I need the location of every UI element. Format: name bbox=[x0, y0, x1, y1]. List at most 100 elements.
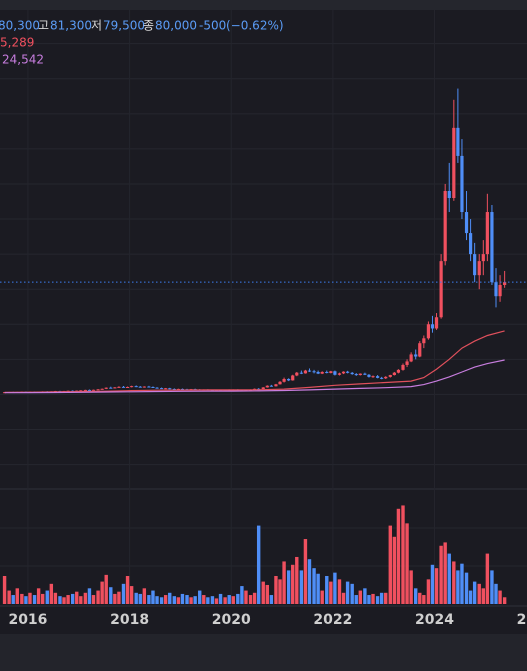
volume-bar bbox=[100, 581, 104, 604]
volume-bar bbox=[129, 586, 134, 604]
volume-bar bbox=[345, 581, 350, 604]
volume-bar bbox=[388, 525, 392, 604]
volume-bar bbox=[24, 596, 28, 604]
candle-body bbox=[104, 387, 108, 389]
candle-body bbox=[117, 386, 121, 388]
candle-body bbox=[172, 388, 176, 390]
volume-bar bbox=[430, 564, 435, 604]
volume-bar bbox=[274, 576, 278, 604]
volume-bar bbox=[206, 597, 210, 604]
candle-body bbox=[468, 233, 473, 255]
volume-bar bbox=[214, 598, 219, 604]
volume-bar bbox=[218, 593, 223, 604]
candle-body bbox=[396, 369, 401, 373]
candle-body bbox=[79, 390, 83, 392]
volume-bar bbox=[485, 553, 490, 604]
volume-bar bbox=[256, 525, 261, 604]
volume-bar bbox=[109, 587, 113, 604]
volume-bar bbox=[223, 597, 227, 604]
candle-body bbox=[83, 389, 87, 391]
bottom-bar bbox=[0, 634, 527, 671]
volume-bar bbox=[142, 588, 147, 604]
volume-bar bbox=[231, 596, 235, 604]
volume-bar bbox=[138, 593, 142, 604]
candle-body bbox=[464, 212, 469, 234]
volume-bar bbox=[40, 593, 45, 604]
volume-bar bbox=[447, 553, 451, 604]
volume-bar bbox=[189, 597, 193, 604]
volume-bar bbox=[379, 592, 384, 604]
volume-bar bbox=[392, 536, 397, 604]
volume-bar bbox=[384, 592, 388, 604]
candle-body bbox=[481, 254, 485, 262]
candle-body bbox=[287, 378, 291, 381]
candle-body bbox=[333, 371, 337, 375]
candle-body bbox=[354, 374, 358, 376]
candle-body bbox=[282, 378, 286, 382]
volume-bar bbox=[20, 593, 24, 604]
candle-body bbox=[350, 372, 354, 375]
candle-body bbox=[337, 373, 342, 375]
candle-body bbox=[295, 372, 299, 376]
candle-body bbox=[439, 261, 443, 318]
x-tick-label: 2018 bbox=[110, 612, 149, 628]
volume-bar bbox=[333, 572, 337, 604]
candle-body bbox=[460, 155, 464, 213]
candle-body bbox=[388, 375, 392, 377]
candle-body bbox=[405, 361, 409, 365]
legend-high: 81,300 bbox=[50, 19, 92, 33]
volume-bar bbox=[363, 588, 367, 604]
volume-bar bbox=[269, 595, 274, 604]
moving-average bbox=[4, 330, 505, 393]
volume-bar bbox=[147, 595, 151, 604]
legend-change-pct: (−0.62%) bbox=[226, 19, 284, 33]
volume-bar bbox=[104, 574, 108, 604]
volume-bar bbox=[202, 595, 206, 604]
volume-bar bbox=[477, 583, 481, 604]
volume-bar bbox=[299, 570, 304, 604]
volume-bar bbox=[278, 579, 282, 604]
volume-bar bbox=[468, 590, 473, 604]
candle-body bbox=[91, 389, 96, 391]
volume-bar bbox=[443, 542, 447, 604]
volume-bar bbox=[62, 597, 66, 604]
volume-bar bbox=[45, 590, 49, 604]
candle-body bbox=[160, 388, 164, 390]
candle-body bbox=[312, 371, 316, 373]
candle-body bbox=[443, 190, 447, 262]
candle-body bbox=[380, 377, 384, 379]
volume-bar bbox=[15, 588, 19, 604]
candle-body bbox=[320, 371, 324, 374]
candle-body bbox=[477, 261, 481, 276]
volume-bar bbox=[498, 590, 502, 604]
volume-bar bbox=[172, 596, 177, 604]
candle-body bbox=[130, 386, 134, 388]
volume-bar bbox=[125, 576, 130, 604]
volume-bar bbox=[502, 597, 507, 604]
volume-bar bbox=[2, 576, 7, 604]
volume-bar bbox=[75, 591, 79, 604]
candle-body bbox=[96, 389, 100, 391]
candle-body bbox=[367, 374, 371, 377]
candle-body bbox=[490, 212, 494, 283]
candle-body bbox=[274, 384, 278, 387]
volume-bar bbox=[58, 596, 62, 604]
candle-body bbox=[307, 370, 312, 372]
volume-bar bbox=[282, 561, 286, 604]
volume-bar bbox=[371, 593, 375, 604]
volume-bar bbox=[405, 523, 409, 604]
volume-bar bbox=[354, 595, 358, 604]
candle-body bbox=[176, 388, 180, 390]
candle-body bbox=[418, 343, 422, 357]
candle-body bbox=[125, 386, 130, 388]
volume-bar bbox=[414, 588, 418, 604]
volume-bar bbox=[265, 584, 270, 604]
volume-bar bbox=[176, 597, 181, 604]
candle-body bbox=[180, 388, 185, 390]
legend-ma: 5,289 bbox=[0, 36, 34, 50]
volume-bar bbox=[252, 592, 257, 604]
volume-bar bbox=[49, 583, 54, 604]
candle-body bbox=[113, 387, 117, 389]
volume-bar bbox=[193, 596, 197, 604]
legend-label: 종 bbox=[143, 19, 154, 33]
